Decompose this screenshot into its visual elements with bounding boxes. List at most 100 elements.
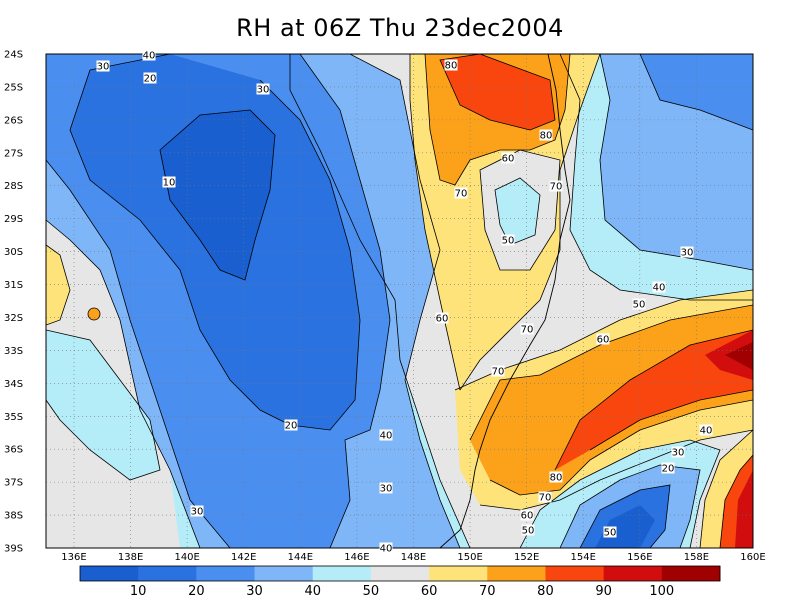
colorbar-swatch — [196, 566, 256, 581]
contour-label: 50 — [501, 234, 515, 247]
plot-frame — [45, 53, 754, 549]
contour-label: 20 — [661, 462, 675, 475]
colorbar-label: 80 — [537, 584, 554, 599]
contour-label: 20 — [284, 419, 298, 432]
lat-tick-label: 35S — [4, 412, 23, 423]
colorbar-swatch — [545, 566, 605, 581]
contour-label: 40 — [379, 429, 393, 442]
svg-text:80: 80 — [550, 473, 563, 484]
colorbar-swatch — [429, 566, 488, 581]
colorbar-swatch — [370, 566, 430, 581]
lat-tick-label: 38S — [4, 511, 23, 522]
lat-tick-label: 29S — [4, 214, 23, 225]
colorbar-label: 50 — [363, 584, 380, 599]
lon-tick-label: 144E — [288, 552, 313, 563]
svg-text:40: 40 — [653, 283, 666, 294]
contour-label: 40 — [379, 542, 393, 555]
colorbar-label: 40 — [304, 584, 321, 599]
contour-label: 70 — [520, 323, 534, 336]
contour-label: 60 — [596, 333, 610, 346]
svg-text:40: 40 — [700, 426, 713, 437]
colorbar-label: 100 — [649, 584, 674, 599]
contour-label: 10 — [162, 176, 176, 189]
lon-tick-label: 160E — [740, 552, 765, 563]
colorbar: 10 20 30 40 50 60 70 80 90 100 — [79, 565, 721, 599]
colorbar-label: 70 — [479, 584, 496, 599]
contour-label: 60 — [435, 312, 449, 325]
contour-label: 30 — [680, 246, 694, 259]
svg-text:30: 30 — [681, 248, 694, 259]
lon-tick-label: 156E — [627, 552, 652, 563]
contour-label: 40 — [142, 49, 156, 62]
contour-label: 70 — [538, 491, 552, 504]
colorbar-swatch — [254, 566, 314, 581]
coastline — [439, 54, 571, 548]
lon-tick-label: 150E — [457, 552, 482, 563]
lat-tick-label: 28S — [4, 181, 23, 192]
svg-text:70: 70 — [521, 325, 534, 336]
svg-text:50: 50 — [604, 528, 617, 539]
svg-text:50: 50 — [522, 526, 535, 537]
lon-tick-label: 148E — [401, 552, 426, 563]
svg-text:60: 60 — [502, 154, 515, 165]
colorbar-swatch — [487, 566, 546, 581]
svg-text:10: 10 — [163, 178, 176, 189]
svg-text:60: 60 — [521, 511, 534, 522]
contour-label: 70 — [549, 180, 563, 193]
colorbar-swatch — [80, 566, 139, 581]
colorbar-swatch — [661, 566, 721, 581]
colorbar-swatch — [138, 566, 197, 581]
contour-label: 80 — [539, 129, 553, 142]
contour-label: 50 — [632, 298, 646, 311]
colorbar-label: 90 — [595, 584, 612, 599]
contour-label: 30 — [256, 83, 270, 96]
svg-text:30: 30 — [257, 85, 270, 96]
svg-text:20: 20 — [662, 464, 675, 475]
axis-label-layer: 24S 25S 26S 27S 28S 29S 30S 31S 32S 33S 34S 35S 36S 3… — [4, 50, 766, 564]
colorbar-label: 60 — [421, 584, 438, 599]
svg-text:60: 60 — [597, 335, 610, 346]
contour-label-layer: 40 30 20 30 10 80 80 60 70 70 50 30 40 50 60 60 70 70 60 50… — [96, 49, 713, 555]
contour-label: 30 — [671, 446, 685, 459]
map-title: RH at 06Z Thu 23dec2004 — [236, 14, 564, 42]
svg-text:20: 20 — [285, 421, 298, 432]
svg-text:30: 30 — [672, 448, 685, 459]
svg-text:40: 40 — [380, 544, 393, 555]
svg-text:70: 70 — [492, 367, 505, 378]
contour-label: 50 — [603, 526, 617, 539]
contour-label: 30 — [379, 482, 393, 495]
colorbar-label: 20 — [188, 584, 205, 599]
lat-tick-label: 31S — [4, 280, 23, 291]
svg-text:30: 30 — [191, 507, 204, 518]
lon-tick-label: 154E — [571, 552, 596, 563]
lat-tick-label: 27S — [4, 148, 23, 159]
colorbar-label: 30 — [246, 584, 263, 599]
colorbar-label: 10 — [130, 584, 147, 599]
svg-text:70: 70 — [539, 493, 552, 504]
lon-tick-label: 158E — [684, 552, 709, 563]
lat-tick-label: 37S — [4, 478, 23, 489]
contour-label: 70 — [491, 365, 505, 378]
lon-tick-label: 138E — [118, 552, 143, 563]
lat-tick-label: 32S — [4, 313, 23, 324]
svg-text:40: 40 — [380, 431, 393, 442]
filled-contours — [46, 54, 753, 548]
contour-label: 50 — [521, 524, 535, 537]
contour-label: 70 — [454, 187, 468, 200]
svg-text:80: 80 — [540, 131, 553, 142]
lat-tick-label: 36S — [4, 445, 23, 456]
contour-label: 20 — [143, 72, 157, 85]
contour-lines — [46, 54, 753, 548]
contour-label: 30 — [96, 60, 110, 73]
contour-label: 30 — [190, 505, 204, 518]
lat-tick-label: 24S — [4, 50, 23, 61]
lat-tick-label: 39S — [4, 544, 23, 555]
contour-label: 40 — [652, 281, 666, 294]
svg-text:80: 80 — [445, 61, 458, 72]
colorbar-swatch — [312, 566, 372, 581]
lon-tick-label: 152E — [514, 552, 539, 563]
colorbar-frame — [79, 565, 721, 582]
svg-text:70: 70 — [455, 189, 468, 200]
colorbar-swatch — [603, 566, 663, 581]
